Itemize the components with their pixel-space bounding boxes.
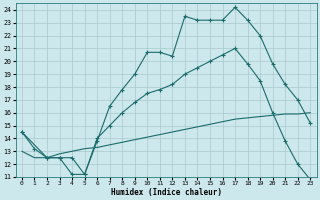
X-axis label: Humidex (Indice chaleur): Humidex (Indice chaleur) (111, 188, 221, 197)
